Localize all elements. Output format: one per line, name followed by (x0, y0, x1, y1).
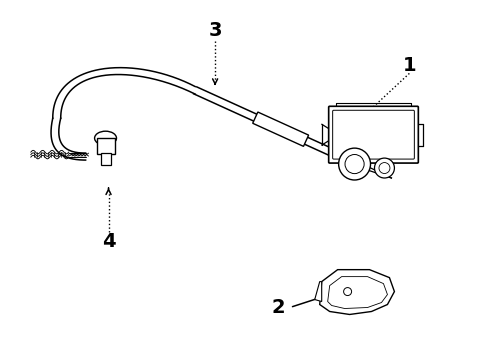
Circle shape (343, 288, 352, 296)
FancyBboxPatch shape (100, 153, 111, 165)
Text: 3: 3 (208, 21, 222, 40)
Circle shape (374, 158, 394, 178)
Circle shape (379, 163, 390, 174)
Polygon shape (319, 270, 394, 315)
Ellipse shape (95, 131, 117, 145)
Polygon shape (315, 282, 322, 302)
Text: 2: 2 (271, 298, 285, 317)
Text: 4: 4 (102, 232, 115, 251)
Text: 1: 1 (403, 56, 416, 75)
Circle shape (345, 154, 364, 174)
FancyBboxPatch shape (97, 138, 115, 154)
Circle shape (339, 148, 370, 180)
FancyBboxPatch shape (329, 106, 418, 163)
Polygon shape (328, 276, 388, 309)
FancyBboxPatch shape (333, 110, 415, 159)
Polygon shape (253, 112, 309, 147)
